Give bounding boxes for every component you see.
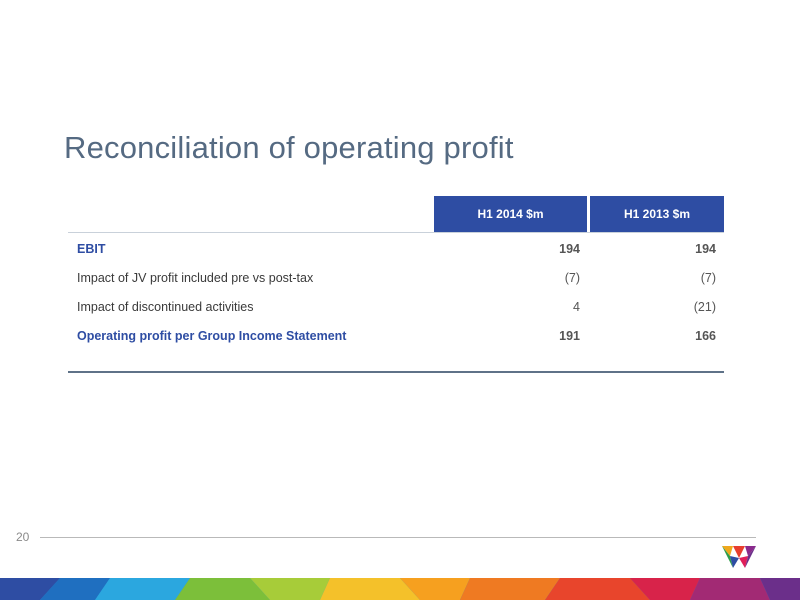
- cell-h1-2013: (21): [693, 300, 716, 314]
- table-row: Impact of discontinued activities 4 (21): [68, 293, 724, 322]
- table-row: Impact of JV profit included pre vs post…: [68, 264, 724, 293]
- cell-h1-2014: 191: [559, 329, 580, 343]
- column-header-h1-2013: H1 2013 $m: [590, 196, 724, 232]
- decorative-color-stripe: [0, 578, 800, 600]
- company-logo-icon: [722, 546, 756, 568]
- page-number: 20: [16, 530, 30, 544]
- row-label: Impact of JV profit included pre vs post…: [77, 271, 314, 285]
- reconciliation-table: H1 2014 $m H1 2013 $m EBIT 194 194 Impac…: [68, 196, 724, 351]
- cell-h1-2014: 194: [559, 242, 580, 256]
- cell-h1-2013: 194: [695, 242, 716, 256]
- row-label: Impact of discontinued activities: [77, 300, 254, 314]
- table-row: Operating profit per Group Income Statem…: [68, 322, 724, 351]
- cell-h1-2013: (7): [700, 271, 716, 285]
- table-bottom-rule: [68, 371, 724, 373]
- table-header-row: H1 2014 $m H1 2013 $m: [68, 196, 724, 233]
- cell-h1-2013: 166: [695, 329, 716, 343]
- cell-h1-2014: (7): [564, 271, 580, 285]
- row-label: Operating profit per Group Income Statem…: [77, 329, 347, 343]
- cell-h1-2014: 4: [573, 300, 580, 314]
- table-row: EBIT 194 194: [68, 235, 724, 264]
- footer-divider: [40, 537, 756, 538]
- column-header-h1-2014: H1 2014 $m: [434, 196, 587, 232]
- row-label: EBIT: [77, 242, 106, 256]
- slide-title: Reconciliation of operating profit: [64, 130, 514, 165]
